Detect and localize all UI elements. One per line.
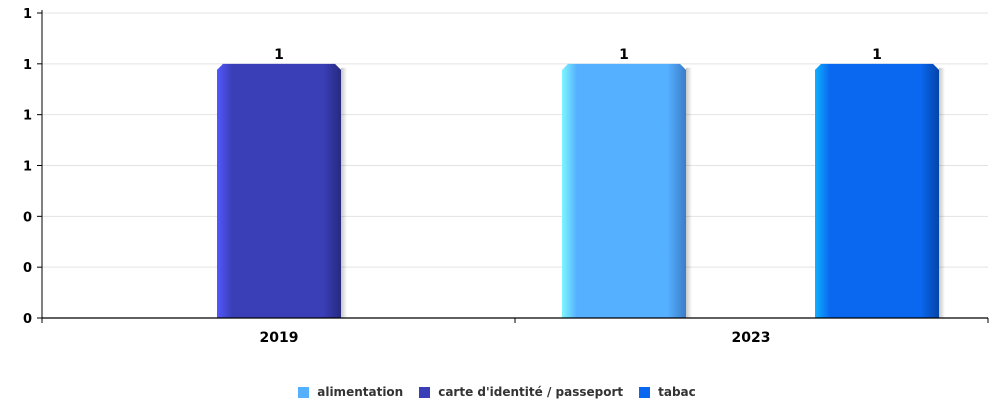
y-tick-label: 1 (23, 160, 32, 175)
bar-2023-series-0 (562, 63, 686, 319)
bar-shadow (686, 67, 692, 318)
data-label: 1 (274, 47, 284, 63)
data-label: 1 (619, 47, 629, 63)
legend-label: carte d'identité / passeport (438, 385, 624, 399)
bar-2019-series-1 (217, 63, 341, 319)
legend-swatch (298, 386, 310, 398)
bars (217, 63, 945, 319)
legend-swatch (639, 386, 651, 398)
legend-swatch (419, 386, 431, 398)
legend-item-tabac[interactable]: tabac (639, 385, 696, 399)
x-axis-ticks: 2019 2023 (41, 318, 989, 346)
y-tick-label: 1 (23, 7, 32, 22)
bar-shadow (341, 67, 347, 318)
legend-label: alimentation (317, 385, 404, 399)
y-tick-label: 1 (23, 109, 32, 124)
y-tick-label: 1 (23, 58, 32, 73)
x-tick-label: 2019 (260, 330, 299, 346)
y-tick-label: 0 (23, 312, 32, 327)
y-axis-ticks: 0 0 0 1 1 1 1 (23, 7, 42, 327)
data-labels: 1 1 1 (274, 47, 882, 63)
data-label: 1 (872, 47, 882, 63)
y-tick-label: 0 (23, 210, 32, 225)
x-tick-label: 2023 (732, 330, 771, 346)
legend-item-alimentation[interactable]: alimentation (298, 385, 403, 399)
bar-shadow (939, 67, 945, 318)
legend-item-carte-identite[interactable]: carte d'identité / passeport (419, 385, 623, 399)
bar-chart: 0 0 0 1 1 1 1 1 1 1 2019 2023 (23, 7, 989, 346)
bar-2023-series-2 (815, 63, 939, 319)
legend: alimentation carte d'identité / passepor… (0, 382, 994, 402)
y-tick-label: 0 (23, 261, 32, 276)
legend-label: tabac (658, 385, 696, 399)
